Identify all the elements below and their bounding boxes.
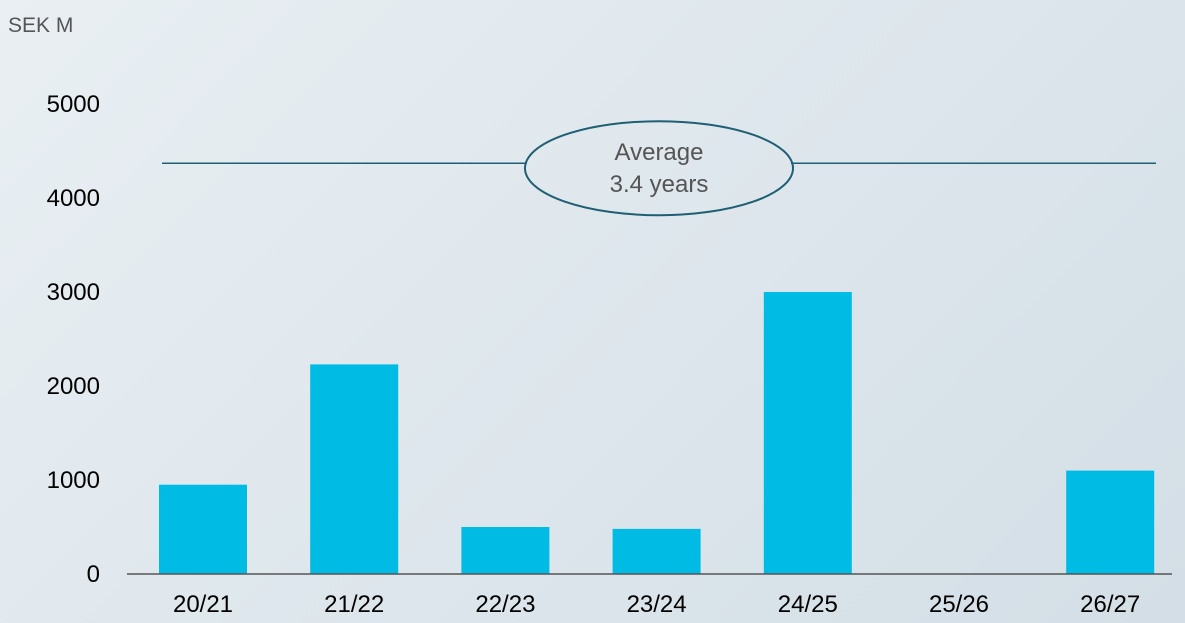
bar-22-23 (461, 527, 550, 574)
average-value-label: 3.4 years (610, 171, 709, 198)
x-tick-label: 26/27 (1080, 591, 1140, 618)
x-tick-label: 23/24 (627, 591, 687, 618)
x-tick-label: 21/22 (324, 591, 384, 618)
y-tick-label: 3000 (47, 279, 100, 306)
x-axis: 20/21 21/22 22/23 23/24 24/25 25/26 26/27 (173, 591, 1140, 618)
bars (159, 292, 1155, 574)
bar-24-25 (763, 292, 852, 574)
y-tick-label: 0 (87, 561, 100, 588)
x-tick-label: 24/25 (778, 591, 838, 618)
bar-26-27 (1066, 470, 1155, 574)
average-label: Average (615, 139, 704, 166)
bar-20-21 (159, 484, 247, 574)
y-tick-label: 4000 (47, 185, 100, 212)
y-axis: 0 1000 2000 3000 4000 5000 (47, 91, 100, 588)
unit-label: SEK M (8, 14, 73, 37)
x-tick-label: 20/21 (173, 591, 233, 618)
y-tick-label: 2000 (47, 373, 100, 400)
bar-21-22 (310, 364, 399, 574)
bar-23-24 (612, 528, 701, 574)
y-tick-label: 1000 (47, 467, 100, 494)
average-annotation: Average 3.4 years (162, 120, 1156, 217)
x-tick-label: 22/23 (475, 591, 535, 618)
x-tick-label: 25/26 (929, 591, 989, 618)
y-tick-label: 5000 (47, 91, 100, 118)
average-ellipse (524, 120, 794, 217)
